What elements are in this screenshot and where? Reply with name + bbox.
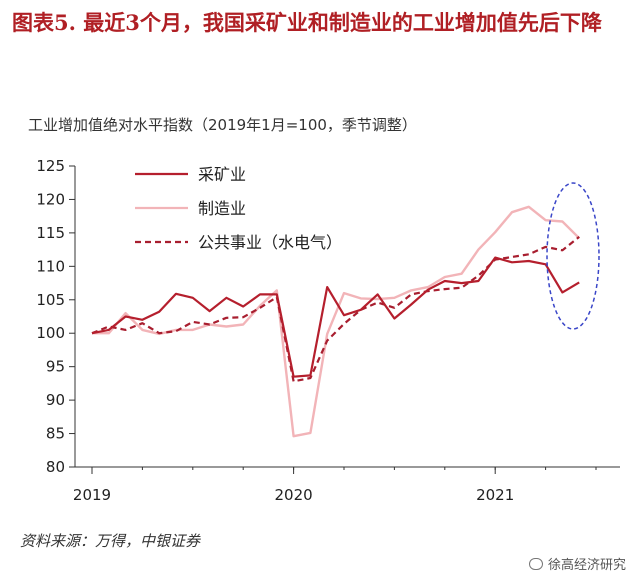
y-tick-label: 115 <box>36 224 65 242</box>
y-tick-label: 120 <box>36 190 65 208</box>
y-tick-label: 85 <box>46 425 65 443</box>
legend-label-2: 公共事业（水电气） <box>198 233 342 252</box>
y-tick-label: 105 <box>36 291 65 309</box>
y-tick-label: 125 <box>36 157 65 175</box>
chart-subtitle: 工业增加值绝对水平指数（2019年1月=100，季节调整） <box>28 116 417 134</box>
y-tick-label: 100 <box>36 324 65 342</box>
y-tick-label: 80 <box>46 458 65 476</box>
plot-area <box>74 166 620 468</box>
highlight-ellipse <box>546 182 600 330</box>
y-axis: 80 85 90 95 100 105 110 115 120 125 <box>36 157 75 476</box>
x-axis: 2019 2020 2021 <box>73 467 597 504</box>
legend-label-0: 采矿业 <box>198 165 246 184</box>
source-note: 资料来源：万得，中银证券 <box>20 532 201 550</box>
x-tick-label: 2020 <box>275 486 313 504</box>
x-tick-label: 2021 <box>476 486 514 504</box>
legend-label-1: 制造业 <box>198 199 246 218</box>
figure-title: 图表5. 最近3个月，我国采矿业和制造业的工业增加值先后下降 <box>12 10 602 35</box>
x-tick-label: 2019 <box>73 486 111 504</box>
y-tick-label: 110 <box>36 257 65 275</box>
wechat-icon <box>528 557 543 570</box>
watermark: 徐高经济研究 <box>528 554 626 573</box>
y-tick-label: 95 <box>46 358 65 376</box>
series-layer <box>91 205 581 438</box>
series-line-2 <box>91 236 580 383</box>
watermark-text: 徐高经济研究 <box>547 558 626 573</box>
y-tick-label: 90 <box>46 391 65 409</box>
highlight-layer <box>546 182 600 330</box>
series-line-0 <box>91 256 580 378</box>
series-line-1 <box>92 205 581 438</box>
